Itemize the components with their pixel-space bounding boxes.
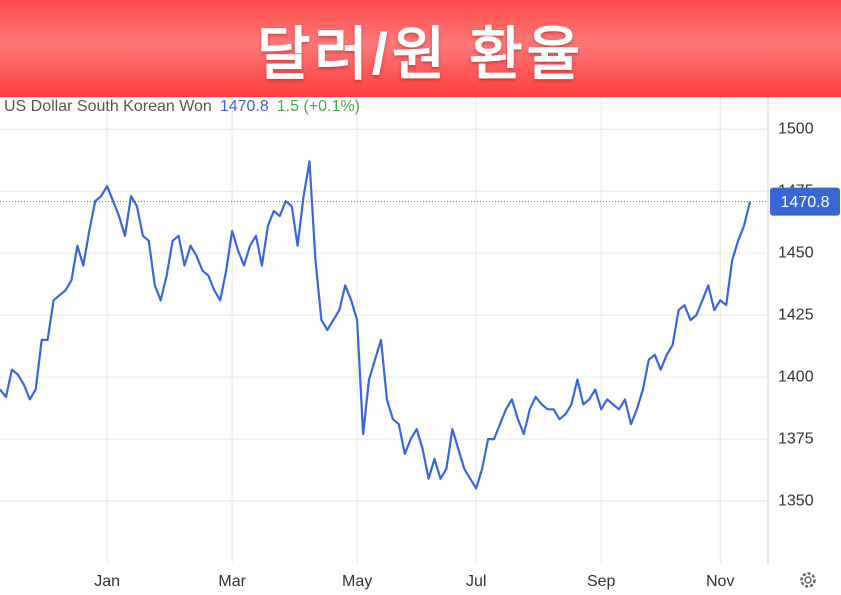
last-value-box [770,187,840,216]
y-tick-label: 1425 [778,306,814,323]
chart-title: 달러/원 환율 [256,21,585,87]
x-tick-label: Sep [587,573,616,590]
x-tick-label: Mar [218,573,246,590]
x-tick-label: Jan [94,573,120,590]
y-tick-label: 1350 [778,492,814,509]
line-series [0,160,752,490]
y-tick-label: 1400 [778,368,814,385]
x-tick-label: May [342,573,372,590]
legend-value: 1470.8 [219,98,269,115]
y-tick-label: 1500 [778,120,814,137]
y-tick-label: 1450 [778,244,814,261]
last-value-label: 1470.8 [781,194,830,211]
settings-icon[interactable] [800,572,816,588]
x-tick-label: Jul [466,573,486,590]
x-tick-label: Nov [706,573,734,590]
y-tick-label: 1375 [778,430,814,447]
legend-name: US Dollar South Korean Won [4,98,212,115]
legend: US Dollar South Korean Won 1470.8 1.5 (+0.… [4,97,368,117]
legend-change: 1.5 (+0.1%) [276,98,360,115]
banner: 달러/원 환율 [0,0,841,97]
